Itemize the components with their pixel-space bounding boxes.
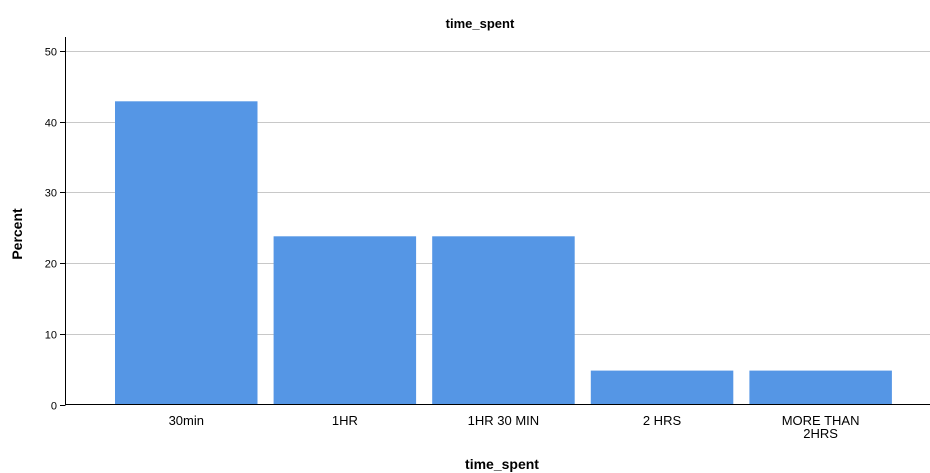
- y-tick-label: 40: [45, 118, 57, 130]
- x-tick-label: 30min: [169, 413, 204, 428]
- y-tick-labels: 0 10 20 30 40 50: [45, 47, 57, 413]
- y-tick-label: 0: [51, 401, 57, 413]
- y-tick-label: 30: [45, 188, 57, 200]
- x-tick-label: MORE THAN 2HRS: [782, 413, 860, 441]
- bar: [749, 370, 892, 405]
- axes: [60, 37, 930, 406]
- x-tick-labels: 30min 1HR 1HR 30 MIN 2 HRS MORE THAN 2HRS: [169, 413, 860, 441]
- bar: [273, 236, 417, 405]
- bar: [115, 101, 258, 405]
- chart-title: time_spent: [446, 16, 515, 31]
- bar: [432, 236, 575, 405]
- x-tick-label: 1HR: [332, 413, 358, 428]
- x-tick-label: 1HR 30 MIN: [468, 413, 540, 428]
- y-axis-title: Percent: [9, 208, 25, 260]
- x-axis-title: time_spent: [465, 456, 539, 472]
- y-tick-label: 50: [45, 47, 57, 59]
- y-tick-label: 10: [45, 330, 57, 342]
- bar: [590, 370, 734, 405]
- y-tick-label: 20: [45, 259, 57, 271]
- bars: [115, 101, 892, 405]
- x-tick-label: 2 HRS: [643, 413, 682, 428]
